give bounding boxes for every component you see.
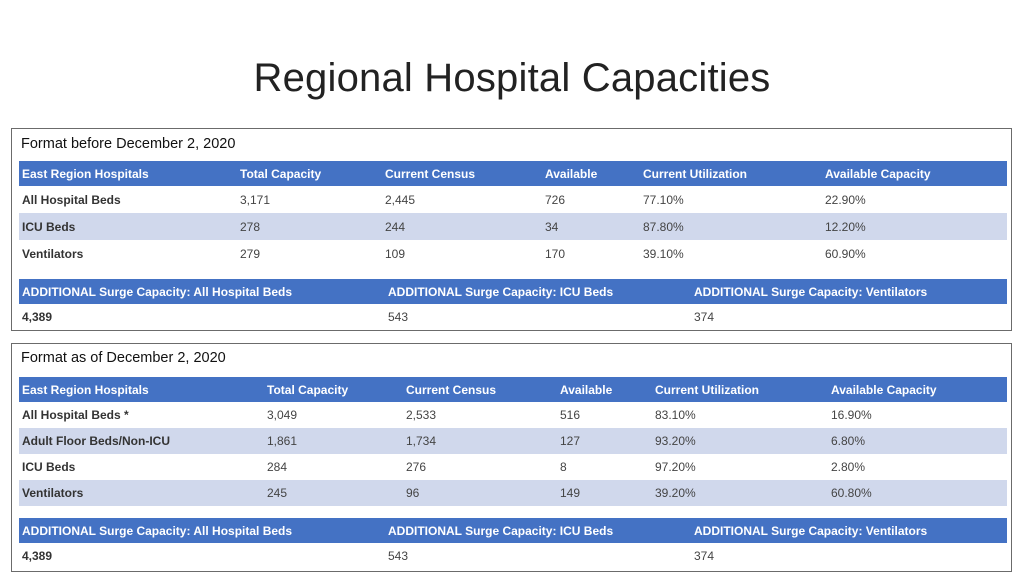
surge-header-row: ADDITIONAL Surge Capacity: All Hospital … bbox=[19, 279, 1007, 304]
capacity-table: East Region Hospitals Total Capacity Cur… bbox=[19, 377, 1007, 506]
surge-capacity-table: ADDITIONAL Surge Capacity: All Hospital … bbox=[19, 279, 1007, 329]
table-cell: 2.80% bbox=[831, 460, 866, 474]
table-cell: 8 bbox=[560, 460, 567, 474]
table-cell: 12.20% bbox=[822, 213, 1007, 240]
table-cell: 1,861 bbox=[264, 428, 403, 454]
table-header-row: East Region Hospitals Total Capacity Cur… bbox=[19, 377, 1007, 402]
table-cell: 726 bbox=[545, 192, 566, 207]
column-header: East Region Hospitals bbox=[19, 161, 237, 186]
table-row: All Hospital Beds * 3,049 2,533 516 83.1… bbox=[19, 402, 1007, 428]
table-row: ICU Beds 284 276 8 97.20% 2.80% bbox=[19, 454, 1007, 480]
table-cell: 6.80% bbox=[828, 428, 1007, 454]
surge-value: 543 bbox=[388, 548, 409, 563]
format-before-panel: Format before December 2, 2020 East Regi… bbox=[11, 128, 1012, 331]
row-label: All Hospital Beds * bbox=[22, 408, 129, 422]
table-cell: 60.90% bbox=[825, 246, 866, 261]
surge-value-row: 4,389 543 374 bbox=[19, 543, 1007, 568]
column-header: East Region Hospitals bbox=[19, 377, 264, 402]
table-cell: 149 bbox=[557, 480, 652, 506]
column-header: Total Capacity bbox=[237, 161, 382, 186]
surge-header-row: ADDITIONAL Surge Capacity: All Hospital … bbox=[19, 518, 1007, 543]
row-label: Ventilators bbox=[22, 246, 84, 261]
column-header: Available Capacity bbox=[828, 377, 1007, 402]
surge-value: 374 bbox=[694, 548, 715, 563]
table-cell: 39.20% bbox=[652, 480, 828, 506]
table-cell: 77.10% bbox=[643, 192, 684, 207]
column-header: Current Utilization bbox=[652, 377, 828, 402]
column-header: Current Census bbox=[382, 161, 542, 186]
table-cell: 244 bbox=[382, 213, 542, 240]
table-cell: 127 bbox=[557, 428, 652, 454]
surge-header: ADDITIONAL Surge Capacity: Ventilators bbox=[691, 279, 1007, 304]
column-header: Total Capacity bbox=[264, 377, 403, 402]
table-cell: 279 bbox=[240, 246, 261, 261]
table-cell: 109 bbox=[385, 246, 406, 261]
table-cell: 278 bbox=[237, 213, 382, 240]
surge-capacity-table: ADDITIONAL Surge Capacity: All Hospital … bbox=[19, 518, 1007, 568]
surge-header: ADDITIONAL Surge Capacity: All Hospital … bbox=[19, 518, 385, 543]
table-cell: 83.10% bbox=[655, 408, 696, 422]
table-header-row: East Region Hospitals Total Capacity Cur… bbox=[19, 161, 1007, 186]
table-cell: 96 bbox=[403, 480, 557, 506]
table-cell: 3,049 bbox=[267, 408, 298, 422]
table-row: ICU Beds 278 244 34 87.80% 12.20% bbox=[19, 213, 1007, 240]
table-cell: 170 bbox=[545, 246, 566, 261]
row-label: ICU Beds bbox=[22, 460, 76, 474]
surge-header: ADDITIONAL Surge Capacity: ICU Beds bbox=[385, 518, 691, 543]
table-cell: 2,533 bbox=[406, 408, 437, 422]
surge-header: ADDITIONAL Surge Capacity: ICU Beds bbox=[385, 279, 691, 304]
column-header: Current Utilization bbox=[640, 161, 822, 186]
table-row: Ventilators 245 96 149 39.20% 60.80% bbox=[19, 480, 1007, 506]
table-row: All Hospital Beds 3,171 2,445 726 77.10%… bbox=[19, 186, 1007, 213]
table-cell: 34 bbox=[542, 213, 640, 240]
column-header: Available bbox=[542, 161, 640, 186]
table-cell: 97.20% bbox=[655, 460, 696, 474]
surge-value: 543 bbox=[388, 309, 409, 324]
table-cell: 276 bbox=[406, 460, 427, 474]
table-cell: 284 bbox=[267, 460, 288, 474]
slide-title: Regional Hospital Capacities bbox=[253, 56, 771, 100]
row-label: Ventilators bbox=[19, 480, 264, 506]
row-label: ICU Beds bbox=[19, 213, 237, 240]
column-header: Available bbox=[557, 377, 652, 402]
table-cell: 516 bbox=[560, 408, 581, 422]
capacity-table: East Region Hospitals Total Capacity Cur… bbox=[19, 161, 1007, 267]
row-label: Adult Floor Beds/Non-ICU bbox=[19, 428, 264, 454]
panel-caption: Format as of December 2, 2020 bbox=[21, 350, 226, 366]
table-cell: 22.90% bbox=[825, 192, 866, 207]
table-cell: 60.80% bbox=[828, 480, 1007, 506]
column-header: Available Capacity bbox=[822, 161, 1007, 186]
surge-value: 374 bbox=[694, 309, 715, 324]
table-cell: 16.90% bbox=[831, 408, 872, 422]
surge-value: 4,389 bbox=[22, 548, 53, 563]
table-cell: 3,171 bbox=[240, 192, 271, 207]
table-cell: 1,734 bbox=[403, 428, 557, 454]
format-after-panel: Format as of December 2, 2020 East Regio… bbox=[11, 343, 1012, 572]
surge-header: ADDITIONAL Surge Capacity: All Hospital … bbox=[19, 279, 385, 304]
table-row: Ventilators 279 109 170 39.10% 60.90% bbox=[19, 240, 1007, 267]
row-label: All Hospital Beds bbox=[22, 192, 121, 207]
surge-value-row: 4,389 543 374 bbox=[19, 304, 1007, 329]
panel-caption: Format before December 2, 2020 bbox=[21, 136, 236, 152]
table-cell: 87.80% bbox=[640, 213, 822, 240]
table-cell: 39.10% bbox=[643, 246, 684, 261]
surge-header: ADDITIONAL Surge Capacity: Ventilators bbox=[691, 518, 1007, 543]
table-row: Adult Floor Beds/Non-ICU 1,861 1,734 127… bbox=[19, 428, 1007, 454]
table-cell: 93.20% bbox=[652, 428, 828, 454]
column-header: Current Census bbox=[403, 377, 557, 402]
table-cell: 245 bbox=[264, 480, 403, 506]
table-cell: 2,445 bbox=[385, 192, 416, 207]
surge-value: 4,389 bbox=[22, 309, 53, 324]
